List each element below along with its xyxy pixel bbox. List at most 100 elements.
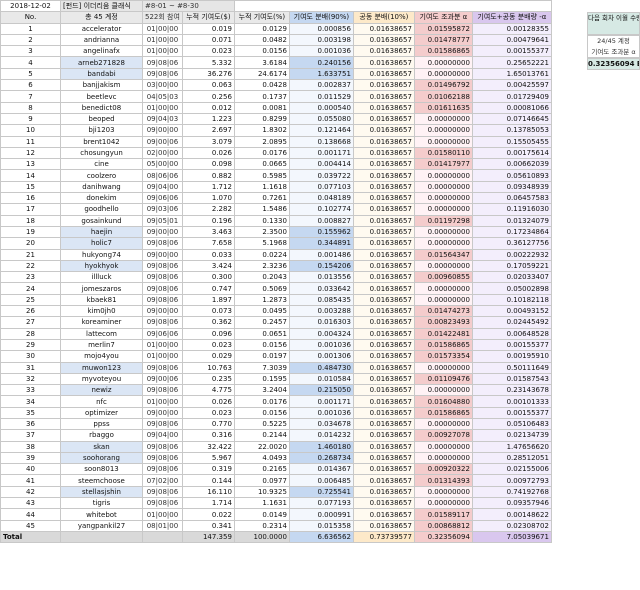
- row-no-cell[interactable]: 7: [0, 90, 61, 103]
- total-share-cell[interactable]: 0.00972793: [471, 474, 552, 487]
- pct-cell[interactable]: 0.2457: [233, 316, 290, 329]
- total-share-cell[interactable]: 0.07146645: [471, 112, 552, 126]
- account-name-cell[interactable]: kbaek81: [60, 293, 143, 307]
- total-contrib-cell[interactable]: 6.636562: [288, 530, 354, 544]
- contrib-share-cell[interactable]: 0.001306: [288, 350, 354, 363]
- excess-cell[interactable]: 0.01586865: [413, 338, 473, 352]
- account-name-cell[interactable]: stellasjshin: [60, 485, 143, 499]
- join-cell[interactable]: 01|00|00: [142, 22, 183, 35]
- common-share-cell[interactable]: 0.01638657: [352, 45, 415, 58]
- account-name-cell[interactable]: bandabi: [60, 67, 143, 81]
- account-name-cell[interactable]: hyokhyok: [60, 259, 143, 273]
- common-share-cell[interactable]: 0.01638657: [352, 293, 415, 307]
- account-name-cell[interactable]: ppss: [60, 417, 143, 431]
- row-no-cell[interactable]: 35: [0, 406, 61, 419]
- contrib-share-cell[interactable]: 0.014367: [288, 463, 354, 476]
- common-share-cell[interactable]: 0.01638657: [352, 361, 415, 374]
- excess-cell[interactable]: 0.00000000: [413, 417, 473, 431]
- contrib-share-cell[interactable]: 0.013556: [288, 271, 354, 284]
- pct-cell[interactable]: 7.3039: [233, 361, 290, 374]
- join-cell[interactable]: 01|00|00: [142, 350, 183, 363]
- join-cell[interactable]: 09|08|06: [142, 485, 183, 499]
- pct-cell[interactable]: 2.0895: [233, 135, 290, 148]
- pct-cell[interactable]: 1.1618: [233, 180, 290, 194]
- pct-cell[interactable]: 0.5069: [233, 282, 290, 295]
- join-cell[interactable]: 09|08|06: [142, 237, 183, 250]
- usd-cell[interactable]: 0.362: [181, 316, 235, 329]
- excess-cell[interactable]: 0.01109476: [413, 372, 473, 386]
- col-pct-header[interactable]: 누적 기여도(%): [233, 11, 290, 24]
- row-no-cell[interactable]: 31: [0, 361, 61, 374]
- common-share-cell[interactable]: 0.01638657: [352, 463, 415, 476]
- row-no-cell[interactable]: 18: [0, 214, 61, 227]
- account-name-cell[interactable]: cine: [60, 158, 143, 171]
- pct-cell[interactable]: 0.1330: [233, 214, 290, 227]
- total-excess-cell[interactable]: 0.32356094: [413, 530, 473, 544]
- common-share-cell[interactable]: 0.01638657: [352, 316, 415, 329]
- join-cell[interactable]: 09|04|03: [142, 112, 183, 126]
- excess-cell[interactable]: 0.00000000: [413, 56, 473, 69]
- account-name-cell[interactable]: newiz: [60, 384, 143, 397]
- account-name-cell[interactable]: whitebot: [60, 508, 143, 521]
- common-share-cell[interactable]: 0.01638657: [352, 135, 415, 148]
- account-name-cell[interactable]: beetlevc: [60, 90, 143, 103]
- join-cell[interactable]: 09|06|06: [142, 327, 183, 340]
- excess-cell[interactable]: 0.00960855: [413, 271, 473, 284]
- total-share-cell[interactable]: 1.47656620: [471, 440, 552, 453]
- contrib-share-cell[interactable]: 0.015358: [288, 519, 354, 532]
- excess-cell[interactable]: 0.01478777: [413, 33, 473, 47]
- join-cell[interactable]: 07|02|00: [142, 474, 183, 487]
- account-name-cell[interactable]: andrianna: [60, 33, 143, 47]
- join-cell[interactable]: 09|00|00: [142, 305, 183, 318]
- excess-cell[interactable]: 0.01314393: [413, 474, 473, 487]
- usd-cell[interactable]: 3.463: [181, 225, 235, 239]
- usd-cell[interactable]: 1.223: [181, 112, 235, 126]
- row-no-cell[interactable]: 22: [0, 259, 61, 273]
- excess-cell[interactable]: 0.00000000: [413, 293, 473, 307]
- join-cell[interactable]: 09|08|06: [142, 316, 183, 329]
- join-cell[interactable]: 09|08|06: [142, 293, 183, 307]
- excess-cell[interactable]: 0.00927078: [413, 429, 473, 442]
- row-no-cell[interactable]: 12: [0, 146, 61, 160]
- total-share-cell[interactable]: 0.00425597: [471, 79, 552, 92]
- join-cell[interactable]: 09|03|06: [142, 203, 183, 216]
- join-cell[interactable]: 08|06|06: [142, 169, 183, 182]
- excess-cell[interactable]: 0.00000000: [413, 497, 473, 510]
- common-share-cell[interactable]: 0.01638657: [352, 474, 415, 487]
- total-sum-cell[interactable]: 7.05039671: [471, 530, 552, 544]
- account-name-cell[interactable]: donekim: [60, 192, 143, 205]
- usd-cell[interactable]: 36.276: [181, 67, 235, 81]
- excess-cell[interactable]: 0.01611635: [413, 101, 473, 114]
- account-name-cell[interactable]: myvoteyou: [60, 372, 143, 386]
- common-share-cell[interactable]: 0.01638657: [352, 271, 415, 284]
- contrib-share-cell[interactable]: 0.014232: [288, 429, 354, 442]
- usd-cell[interactable]: 1.714: [181, 497, 235, 510]
- total-share-cell[interactable]: 0.00479641: [471, 33, 552, 47]
- excess-cell[interactable]: 0.00000000: [413, 384, 473, 397]
- join-cell[interactable]: 09|08|06: [142, 67, 183, 81]
- join-cell[interactable]: 09|08|06: [142, 417, 183, 431]
- total-share-cell[interactable]: 0.09357946: [471, 497, 552, 510]
- excess-cell[interactable]: 0.00000000: [413, 169, 473, 182]
- account-name-cell[interactable]: bji1203: [60, 124, 143, 137]
- total-share-cell[interactable]: 0.01324079: [471, 214, 552, 227]
- account-name-cell[interactable]: hukyong74: [60, 248, 143, 261]
- join-cell[interactable]: 09|08|06: [142, 361, 183, 374]
- usd-cell[interactable]: 0.316: [181, 429, 235, 442]
- usd-cell[interactable]: 0.022: [181, 508, 235, 521]
- usd-cell[interactable]: 0.770: [181, 417, 235, 431]
- contrib-share-cell[interactable]: 0.001486: [288, 248, 354, 261]
- join-cell[interactable]: 09|00|00: [142, 406, 183, 419]
- usd-cell[interactable]: 0.882: [181, 169, 235, 182]
- account-name-cell[interactable]: mojo4you: [60, 350, 143, 363]
- excess-cell[interactable]: 0.00000000: [413, 361, 473, 374]
- pct-cell[interactable]: 1.1631: [233, 497, 290, 510]
- total-share-cell[interactable]: 0.28512051: [471, 451, 552, 465]
- contrib-share-cell[interactable]: 0.215050: [288, 384, 354, 397]
- account-name-cell[interactable]: soon8013: [60, 463, 143, 476]
- row-no-cell[interactable]: 21: [0, 248, 61, 261]
- pct-cell[interactable]: 5.1968: [233, 237, 290, 250]
- usd-cell[interactable]: 1.897: [181, 293, 235, 307]
- pct-cell[interactable]: 2.3500: [233, 225, 290, 239]
- account-name-cell[interactable]: holic7: [60, 237, 143, 250]
